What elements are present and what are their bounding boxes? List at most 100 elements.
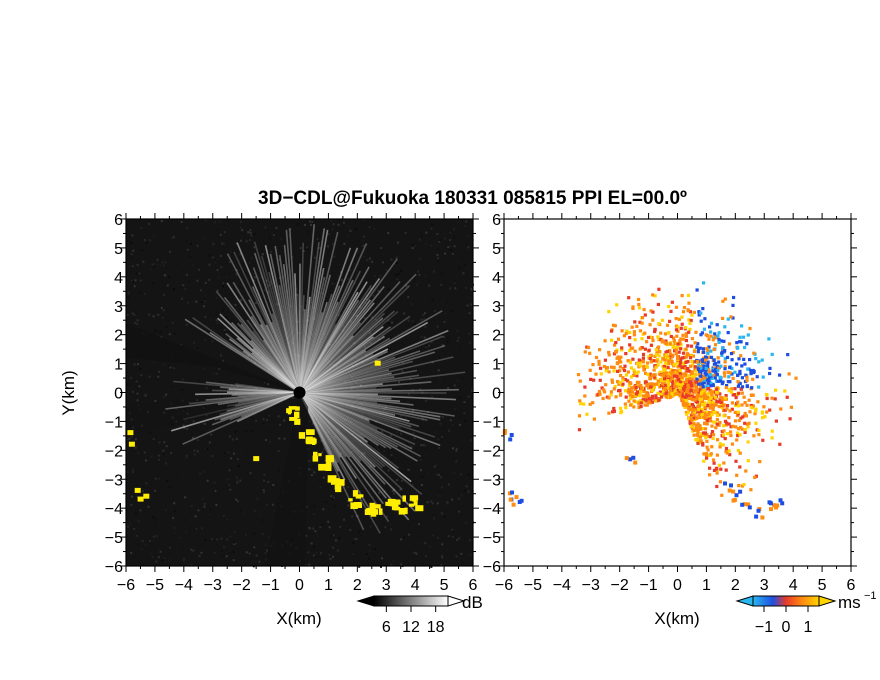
noise-pixel — [136, 484, 139, 487]
noise-pixel — [228, 469, 231, 472]
velocity-pixel — [631, 373, 636, 377]
noise-pixel — [313, 471, 316, 474]
velocity-pixel — [713, 370, 718, 374]
noise-pixel — [464, 354, 467, 357]
echo-ray — [299, 391, 412, 428]
noise-pixel — [185, 454, 188, 457]
velocity-pixel — [757, 428, 761, 432]
noise-pixel — [361, 239, 364, 242]
noise-pixel — [420, 235, 423, 238]
velocity-pixel — [754, 357, 758, 361]
velocity-pixel — [702, 415, 706, 419]
velocity-pixel — [710, 376, 714, 380]
noise-pixel — [187, 301, 189, 304]
velocity-pixel — [728, 371, 732, 375]
velocity-pixel — [696, 441, 700, 445]
noise-pixel — [204, 281, 207, 284]
noise-pixel — [362, 219, 365, 222]
velocity-pixel — [639, 390, 643, 394]
db-colorbar-arrow-right — [447, 595, 466, 607]
velocity-pixel — [713, 332, 717, 336]
noise-pixel — [286, 345, 289, 348]
clutter-pixel — [348, 498, 353, 502]
velocity-pixel — [603, 358, 607, 362]
noise-pixel — [398, 494, 401, 497]
velocity-pixel — [742, 395, 746, 399]
noise-pixel — [372, 495, 375, 498]
velocity-pixel — [716, 356, 720, 360]
noise-pixel — [130, 504, 133, 506]
velocity-pixel — [628, 336, 632, 340]
noise-pixel — [302, 250, 305, 252]
noise-pixel — [395, 274, 398, 277]
noise-pixel — [441, 512, 443, 515]
velocity-pixel — [734, 425, 738, 429]
velocity-pixel — [678, 380, 682, 384]
velocity-pixel — [769, 507, 773, 512]
noise-pixel — [189, 255, 191, 258]
velocity-pixel — [631, 455, 636, 460]
noise-pixel — [149, 431, 151, 434]
noise-pixel — [232, 550, 235, 553]
noise-pixel — [152, 234, 155, 237]
velocity-pixel — [743, 411, 747, 416]
noise-pixel — [349, 306, 352, 308]
velocity-pixel — [697, 347, 701, 351]
noise-pixel — [440, 491, 443, 494]
velocity-pixel — [700, 368, 704, 372]
noise-pixel — [286, 287, 289, 290]
noise-pixel — [196, 244, 199, 247]
noise-pixel — [280, 276, 283, 278]
velocity-pixel — [746, 367, 750, 371]
noise-pixel — [347, 234, 350, 237]
velocity-pixel — [709, 334, 713, 338]
noise-pixel — [401, 370, 404, 373]
velocity-pixel — [683, 374, 687, 378]
velocity-pixel — [717, 423, 721, 427]
noise-pixel — [439, 422, 442, 425]
velocity-pixel — [682, 392, 687, 396]
velocity-pixel — [725, 421, 729, 425]
velocity-pixel — [707, 368, 711, 372]
noise-pixel — [316, 533, 319, 536]
noise-pixel — [325, 407, 328, 410]
velocity-pixel — [728, 409, 732, 413]
noise-pixel — [442, 344, 445, 347]
velocity-pixel — [755, 428, 759, 432]
noise-pixel — [380, 324, 383, 327]
noise-pixel — [351, 310, 354, 313]
velocity-pixel — [682, 355, 686, 360]
noise-pixel — [384, 526, 387, 529]
velocity-pixel — [635, 374, 639, 378]
velocity-pixel — [668, 386, 672, 391]
noise-pixel — [387, 287, 390, 290]
noise-pixel — [292, 396, 294, 399]
noise-pixel — [468, 473, 470, 476]
noise-pixel — [267, 481, 270, 483]
clutter-pixel — [404, 507, 408, 515]
echo-ray — [237, 391, 300, 404]
velocity-pixel — [727, 488, 732, 493]
velocity-pixel — [592, 378, 596, 382]
noise-pixel — [361, 361, 364, 364]
noise-pixel — [431, 223, 434, 226]
velocity-pixel — [703, 411, 707, 415]
noise-pixel — [269, 313, 272, 316]
clutter-pixel — [298, 432, 306, 439]
noise-pixel — [420, 318, 423, 321]
noise-pixel — [244, 353, 247, 356]
velocity-pixel — [674, 328, 679, 332]
noise-pixel — [350, 452, 353, 455]
velocity-pixel — [729, 352, 734, 356]
velocity-pixel — [659, 392, 663, 396]
velocity-pixel — [621, 367, 626, 371]
noise-pixel — [182, 424, 185, 427]
noise-pixel — [405, 284, 408, 287]
noise-pixel — [235, 498, 237, 501]
velocity-pixel — [703, 401, 707, 405]
echo-ray — [299, 391, 379, 446]
noise-pixel — [364, 400, 367, 403]
noise-pixel — [415, 283, 418, 286]
x-tick-label: −3 — [582, 577, 600, 594]
velocity-pixel — [720, 350, 725, 354]
